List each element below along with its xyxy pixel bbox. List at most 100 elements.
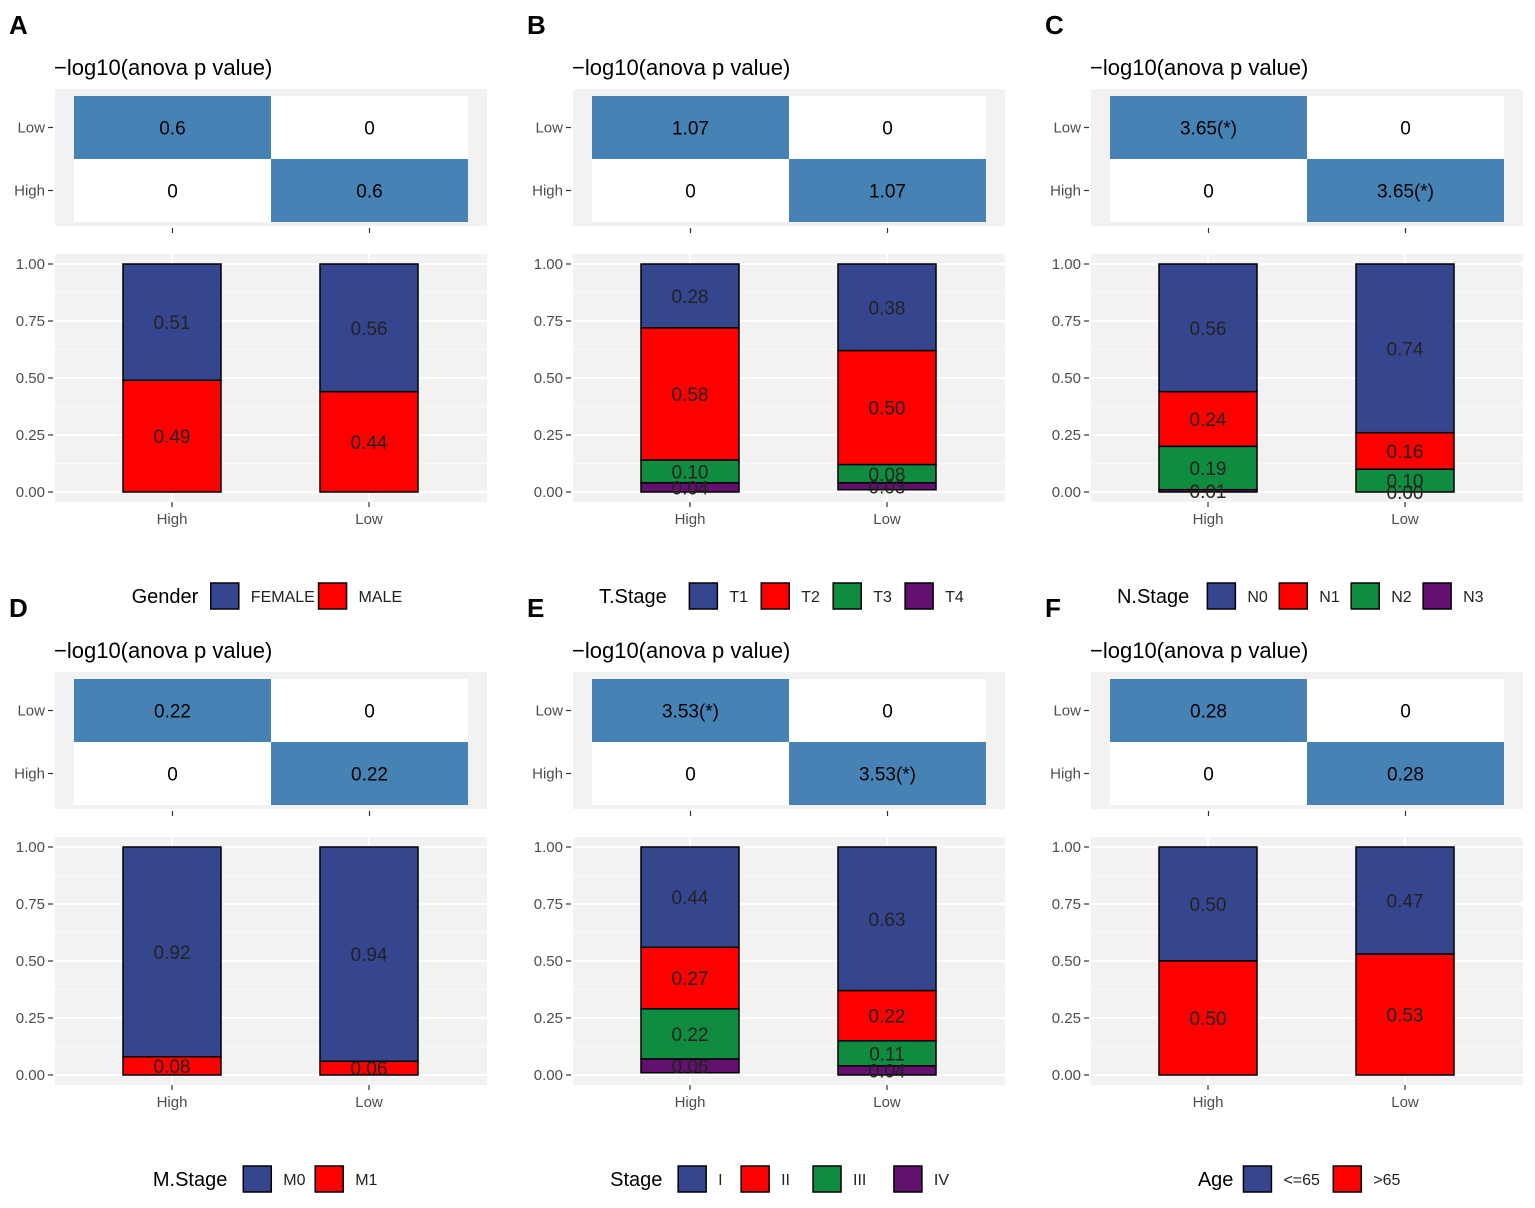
heatmap-cell-value: 0.6 xyxy=(356,182,382,203)
bar-segment-N0 xyxy=(1355,263,1455,434)
heatmap-cell xyxy=(592,742,789,805)
bar-value-label: 0.27 xyxy=(672,969,709,990)
heatmap-cell-value: 0 xyxy=(1203,182,1214,203)
legend-swatch-T4 xyxy=(904,582,934,610)
bar-value-label: 0.53 xyxy=(1387,1006,1424,1027)
bar-segment-I xyxy=(837,846,937,992)
heatmap-cell xyxy=(592,96,789,159)
bar-value-label: 0.63 xyxy=(869,910,906,931)
y-tick-label: 0.25 xyxy=(1052,1010,1081,1027)
bar-value-label: 0.94 xyxy=(351,945,388,966)
legend-swatch-N1 xyxy=(1278,582,1309,610)
bar-value-label: 0.38 xyxy=(869,298,906,319)
bar-value-label: 0.74 xyxy=(1387,339,1424,360)
legend-label: >65 xyxy=(1373,1172,1400,1189)
heatmap-cell-value: 1.07 xyxy=(672,119,709,140)
heatmap-cell xyxy=(74,742,271,805)
bar-value-label: 0.50 xyxy=(1190,895,1227,916)
legend-label: T3 xyxy=(873,589,892,606)
bar-value-label: 0.04 xyxy=(672,478,709,499)
heatmap-cell-value: 1.07 xyxy=(869,182,906,203)
bar-value-label: 0.01 xyxy=(1190,482,1227,503)
heatmap-cell-value: 0 xyxy=(364,702,375,723)
legend-label: M1 xyxy=(355,1172,377,1189)
y-tick-label: 0.50 xyxy=(1052,953,1081,970)
legend: Gender FEMALE MALE xyxy=(132,582,402,610)
heatmap-row-label: High xyxy=(1050,766,1081,783)
heatmap-cell xyxy=(592,679,789,742)
legend-title: Age xyxy=(1198,1169,1234,1191)
bar-value-label: 0.49 xyxy=(154,427,191,448)
bar-segment-FEMALE xyxy=(319,263,419,393)
y-tick-label: 1.00 xyxy=(1052,839,1081,856)
y-tick-label: 0.50 xyxy=(16,370,45,387)
bar-value-label: 0.56 xyxy=(351,319,388,340)
legend-title: Gender xyxy=(132,586,199,608)
heatmap-cell-value: 0 xyxy=(167,765,178,786)
legend-swatch-MALE xyxy=(317,582,348,610)
bar-segment-N2 xyxy=(1355,468,1455,493)
x-tick-label: High xyxy=(675,1094,706,1111)
bar-segment-III xyxy=(640,1008,740,1060)
legend-swatch->65 xyxy=(1332,1165,1363,1193)
heatmap-cell xyxy=(789,159,986,222)
bar-value-label: 0.47 xyxy=(1387,892,1424,913)
legend-label: N0 xyxy=(1247,589,1268,606)
heatmap-cell xyxy=(789,679,986,742)
bar-value-label: 0.06 xyxy=(672,1057,709,1078)
panel-letter: D xyxy=(9,593,28,623)
bar-segment-N3 xyxy=(1158,488,1258,493)
bar-value-label: 0.22 xyxy=(672,1025,709,1046)
legend-swatch-FEMALE xyxy=(210,582,240,610)
heatmap-row-label: Low xyxy=(17,703,45,720)
bar-value-label: 0.50 xyxy=(869,399,906,420)
heatmap-row-label: High xyxy=(532,766,563,783)
bar-segment-T4 xyxy=(640,482,740,493)
legend: M.Stage M0 M1 xyxy=(153,1165,378,1193)
bar-segment-T2 xyxy=(640,327,740,461)
legend-label: M0 xyxy=(283,1172,305,1189)
heatmap-cell-value: 0.6 xyxy=(159,119,185,140)
legend-swatch-T1 xyxy=(688,582,719,610)
bar-segment-II xyxy=(837,989,937,1042)
bar-value-label: 0.24 xyxy=(1190,410,1227,431)
bar-segment-N0 xyxy=(1158,263,1258,393)
y-tick-label: 0.25 xyxy=(1052,427,1081,444)
y-tick-label: 0.75 xyxy=(534,313,563,330)
heatmap-row-label: High xyxy=(14,183,45,200)
bar-segment-T1 xyxy=(837,263,937,352)
heatmap-cell-value: 0.22 xyxy=(154,702,191,723)
bar-segment-<=65 xyxy=(1158,846,1258,962)
heatmap-cell xyxy=(74,679,271,742)
bar-segment-<=65 xyxy=(1355,846,1455,955)
y-tick-label: 0.75 xyxy=(16,313,45,330)
panel-letter: F xyxy=(1045,593,1061,623)
legend-label: III xyxy=(853,1172,866,1189)
y-tick-label: 0.00 xyxy=(1052,1067,1081,1084)
bar-value-label: 0.00 xyxy=(1387,483,1424,504)
heatmap-cell-value: 0 xyxy=(882,119,893,140)
panel-c: C −log10(anova p value) Low 3.65(*) 0 High 0 3.… xyxy=(1045,10,1523,610)
x-tick-label: High xyxy=(1193,1094,1224,1111)
heatmap-cell-value: 0 xyxy=(882,702,893,723)
y-tick-label: 1.00 xyxy=(534,839,563,856)
y-tick-label: 0.75 xyxy=(1052,896,1081,913)
legend-label: FEMALE xyxy=(251,589,315,606)
heatmap-cell xyxy=(271,96,468,159)
heatmap-row-label: Low xyxy=(1053,120,1081,137)
y-tick-label: 1.00 xyxy=(534,256,563,273)
heatmap-row-label: Low xyxy=(535,703,563,720)
bar-segment-MALE xyxy=(122,379,222,493)
y-tick-label: 0.75 xyxy=(1052,313,1081,330)
bar-segment-I xyxy=(640,846,740,949)
heatmap-cell-value: 0 xyxy=(1203,765,1214,786)
y-tick-label: 1.00 xyxy=(16,839,45,856)
heatmap-cell-value: 3.53(*) xyxy=(662,702,719,723)
heatmap-cell xyxy=(1307,679,1504,742)
heatmap-cell-value: 0 xyxy=(685,182,696,203)
bar-segment-II xyxy=(640,946,740,1010)
heatmap-cell xyxy=(1307,159,1504,222)
bar-value-label: 0.06 xyxy=(351,1059,388,1080)
x-tick-label: Low xyxy=(355,511,383,528)
y-tick-label: 0.25 xyxy=(16,427,45,444)
